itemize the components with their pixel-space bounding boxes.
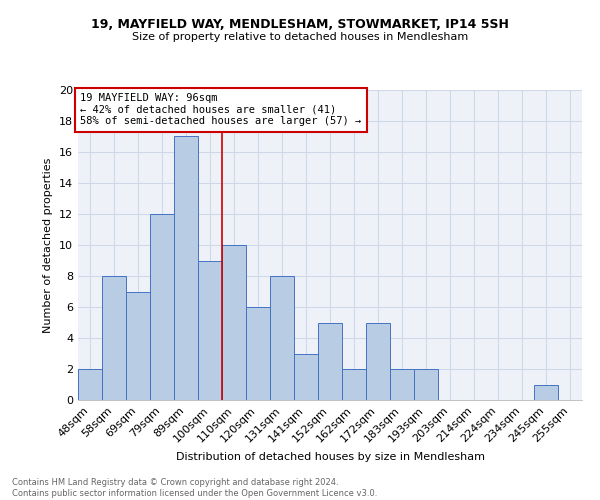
Bar bbox=[390, 369, 414, 400]
Bar bbox=[342, 369, 366, 400]
Bar bbox=[126, 292, 150, 400]
Bar bbox=[270, 276, 294, 400]
Bar bbox=[222, 245, 246, 400]
Bar bbox=[198, 260, 222, 400]
Text: 19, MAYFIELD WAY, MENDLESHAM, STOWMARKET, IP14 5SH: 19, MAYFIELD WAY, MENDLESHAM, STOWMARKET… bbox=[91, 18, 509, 30]
Bar bbox=[414, 369, 438, 400]
Bar bbox=[366, 322, 390, 400]
Bar bbox=[318, 322, 342, 400]
Bar bbox=[174, 136, 198, 400]
Y-axis label: Number of detached properties: Number of detached properties bbox=[43, 158, 53, 332]
Text: 19 MAYFIELD WAY: 96sqm
← 42% of detached houses are smaller (41)
58% of semi-det: 19 MAYFIELD WAY: 96sqm ← 42% of detached… bbox=[80, 93, 362, 126]
Bar bbox=[78, 369, 102, 400]
Bar bbox=[246, 307, 270, 400]
Text: Contains HM Land Registry data © Crown copyright and database right 2024.
Contai: Contains HM Land Registry data © Crown c… bbox=[12, 478, 377, 498]
Bar bbox=[294, 354, 318, 400]
Bar bbox=[534, 384, 558, 400]
Bar bbox=[150, 214, 174, 400]
Text: Size of property relative to detached houses in Mendlesham: Size of property relative to detached ho… bbox=[132, 32, 468, 42]
X-axis label: Distribution of detached houses by size in Mendlesham: Distribution of detached houses by size … bbox=[176, 452, 485, 462]
Bar bbox=[102, 276, 126, 400]
